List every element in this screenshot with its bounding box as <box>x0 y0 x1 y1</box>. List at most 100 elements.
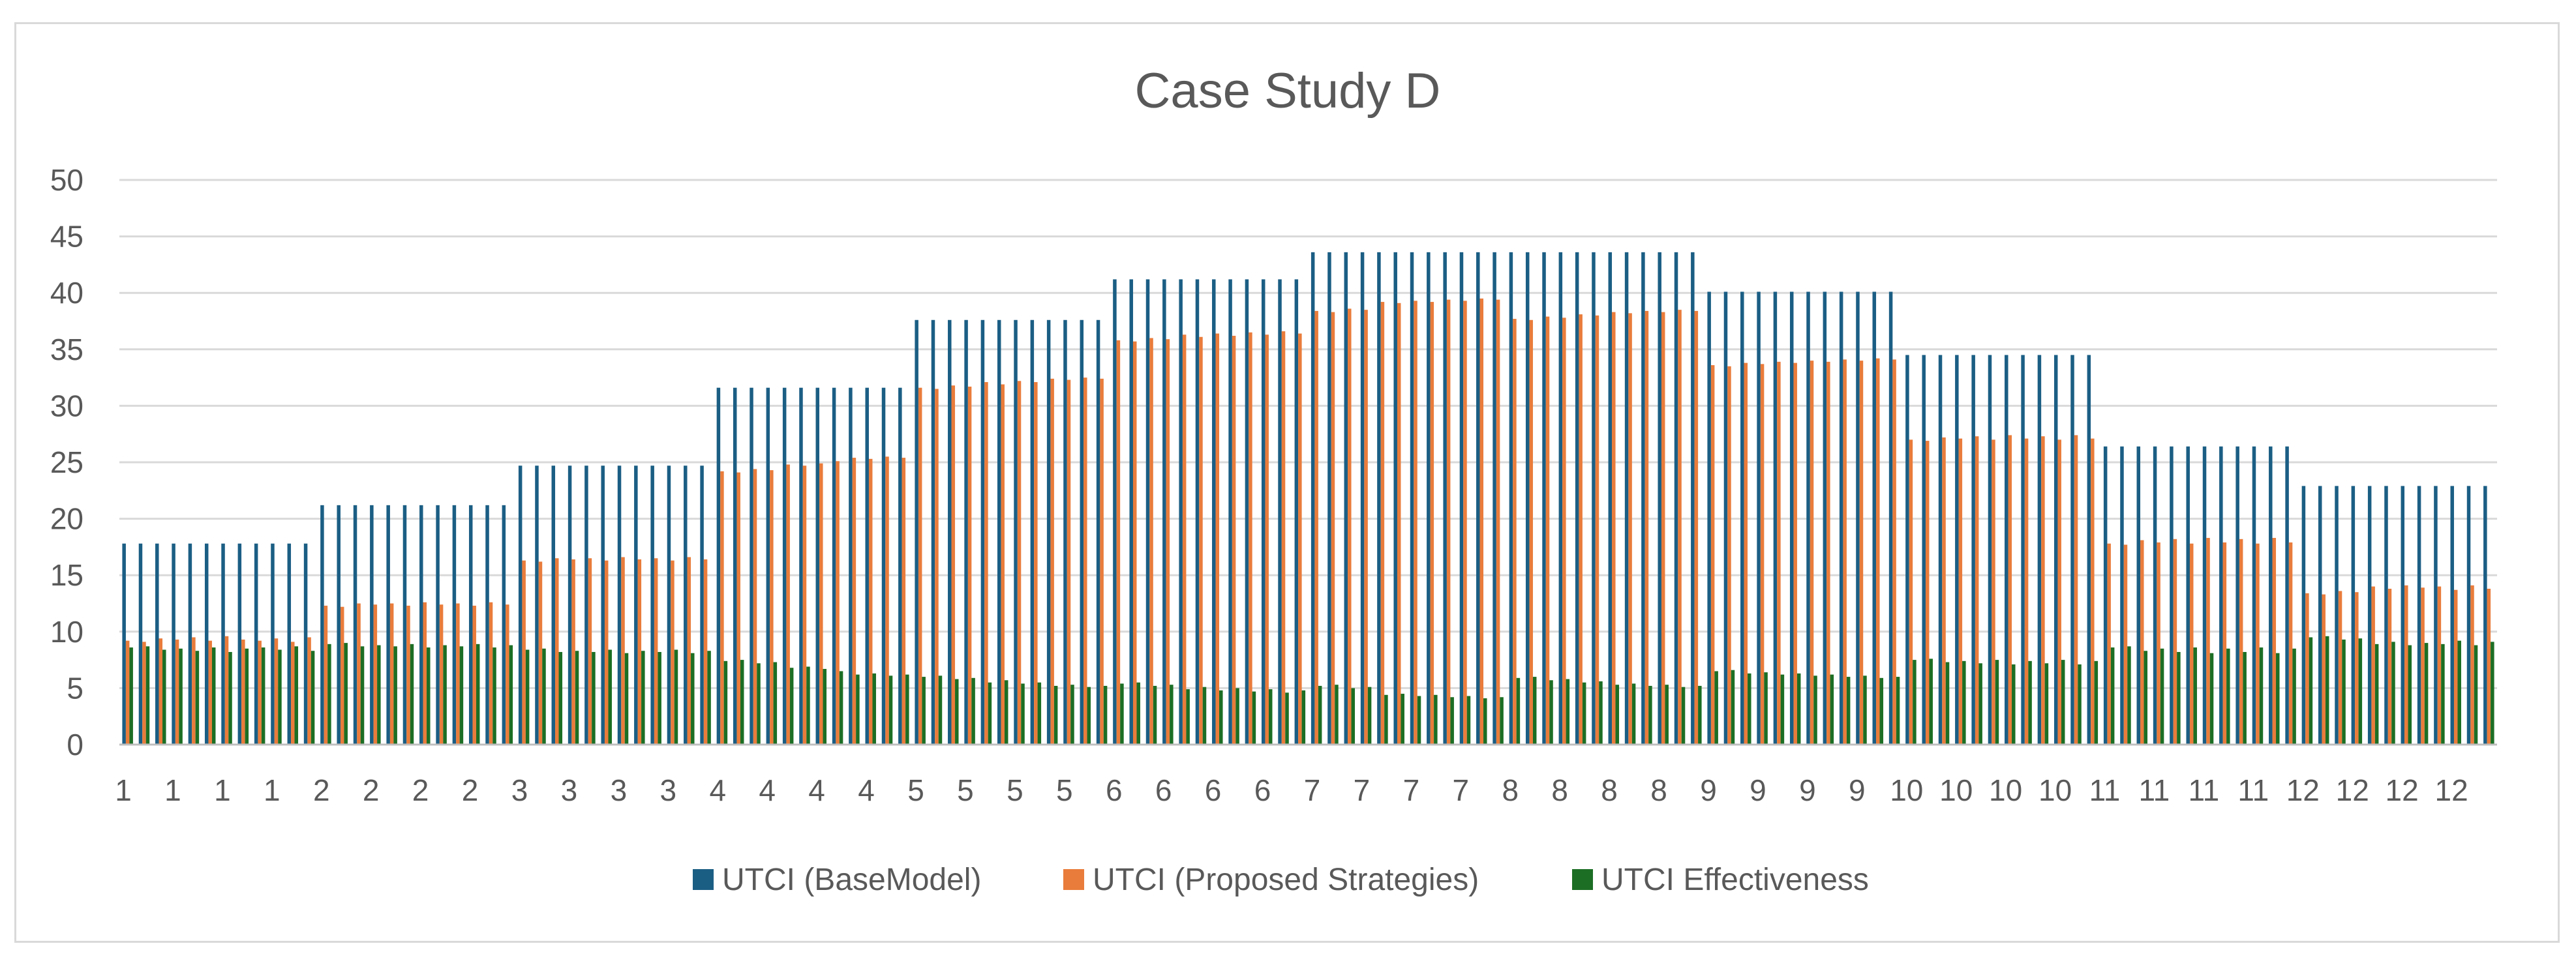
legend-label: UTCI Effectiveness <box>1601 863 1869 897</box>
bar-utci-proposed-strategies <box>159 638 163 745</box>
chart-frame <box>14 22 2560 943</box>
bar-utci-basemodel <box>2367 486 2372 745</box>
bar-utci-proposed-strategies <box>1727 366 1731 745</box>
bar-utci-effectiveness <box>1103 685 1108 745</box>
x-tick-label: 4 <box>759 773 776 807</box>
bar-utci-basemodel <box>1113 279 1117 745</box>
bar-utci-basemodel <box>881 387 886 745</box>
bar-utci-proposed-strategies <box>125 640 130 745</box>
bar-utci-effectiveness <box>2094 660 2099 745</box>
bar-utci-basemodel <box>402 505 407 745</box>
x-tick-label: 12 <box>2435 773 2468 807</box>
bar-utci-proposed-strategies <box>2206 538 2210 745</box>
bar-utci-basemodel <box>535 466 539 745</box>
bar-utci-proposed-strategies <box>1430 302 1434 745</box>
bar-utci-proposed-strategies <box>770 470 774 745</box>
bar-utci-basemodel <box>122 543 126 745</box>
bar-utci-proposed-strategies <box>786 464 790 745</box>
bar-utci-basemodel <box>2005 355 2008 745</box>
y-tick-label: 10 <box>50 615 83 649</box>
bar-utci-basemodel <box>1740 291 1744 745</box>
bar-utci-basemodel <box>2252 446 2256 745</box>
bar-utci-effectiveness <box>1813 675 1817 745</box>
bar-utci-basemodel <box>551 466 556 745</box>
x-tick-label: 9 <box>1799 773 1816 807</box>
bar-utci-effectiveness <box>641 651 645 745</box>
bar-utci-proposed-strategies <box>456 603 460 745</box>
bar-utci-basemodel <box>204 543 209 745</box>
bar-utci-effectiveness <box>1120 683 1124 745</box>
bar-utci-proposed-strategies <box>357 603 361 745</box>
bar-utci-proposed-strategies <box>1595 315 1599 745</box>
legend-swatch <box>693 869 714 890</box>
bar-utci-proposed-strategies <box>489 602 493 745</box>
bar-utci-basemodel <box>1856 291 1860 745</box>
bar-utci-proposed-strategies <box>1513 319 1517 745</box>
bar-utci-proposed-strategies <box>1529 319 1533 745</box>
bar-utci-proposed-strategies <box>2338 591 2342 745</box>
bar-utci-basemodel <box>1922 355 1926 745</box>
bar-utci-basemodel <box>502 505 506 745</box>
bar-utci-effectiveness <box>707 651 711 745</box>
bar-utci-basemodel <box>898 387 902 745</box>
x-tick-label: 10 <box>2038 773 2072 807</box>
bar-utci-proposed-strategies <box>2421 587 2425 745</box>
bar-utci-basemodel <box>2170 446 2174 745</box>
bar-utci-basemodel <box>1707 291 1711 745</box>
bar-utci-basemodel <box>1971 355 1975 745</box>
bar-utci-proposed-strategies <box>753 469 757 745</box>
bar-utci-proposed-strategies <box>1694 310 1699 745</box>
bar-utci-effectiveness <box>1202 687 1207 745</box>
bar-utci-effectiveness <box>1846 677 1851 745</box>
bar-utci-effectiveness <box>1978 663 1982 745</box>
x-tick-label: 12 <box>2386 773 2419 807</box>
bar-utci-proposed-strategies <box>1992 439 1995 745</box>
bar-utci-effectiveness <box>1070 685 1074 745</box>
bar-utci-effectiveness <box>1896 677 1900 745</box>
bar-utci-basemodel <box>1228 279 1232 745</box>
bar-utci-proposed-strategies <box>2008 435 2012 745</box>
bar-utci-effectiveness <box>2078 664 2082 745</box>
bar-utci-effectiveness <box>856 674 860 745</box>
bar-utci-effectiveness <box>410 644 414 745</box>
bar-utci-effectiveness <box>311 651 315 745</box>
bar-utci-effectiveness <box>476 644 480 745</box>
bar-utci-effectiveness <box>360 646 365 745</box>
bar-utci-basemodel <box>799 387 803 745</box>
bar-utci-effectiveness <box>1021 683 1025 745</box>
bar-utci-proposed-strategies <box>2371 586 2375 745</box>
bar-utci-proposed-strategies <box>340 606 344 745</box>
bar-utci-effectiveness <box>443 645 447 745</box>
x-tick-label: 10 <box>1890 773 1923 807</box>
bar-utci-basemodel <box>254 543 258 745</box>
bar-utci-effectiveness <box>179 648 183 745</box>
bar-utci-effectiveness <box>1384 694 1388 745</box>
bar-utci-proposed-strategies <box>538 561 543 745</box>
bar-utci-effectiveness <box>2226 648 2230 745</box>
bar-utci-basemodel <box>1905 355 1909 745</box>
bar-utci-proposed-strategies <box>224 636 229 745</box>
bar-utci-basemodel <box>485 505 489 745</box>
bar-utci-basemodel <box>1608 252 1613 745</box>
bar-utci-effectiveness <box>1170 685 1174 745</box>
bar-utci-proposed-strategies <box>2404 585 2408 745</box>
x-tick-label: 6 <box>1106 773 1123 807</box>
bar-utci-proposed-strategies <box>1612 312 1616 745</box>
bar-utci-proposed-strategies <box>1826 361 1830 745</box>
bar-utci-effectiveness <box>2028 660 2032 745</box>
bar-utci-effectiveness <box>1599 681 1603 745</box>
bar-utci-basemodel <box>1658 252 1661 745</box>
bar-utci-effectiveness <box>393 646 397 745</box>
bar-utci-proposed-strategies <box>1132 341 1137 745</box>
bar-utci-effectiveness <box>922 677 926 745</box>
bar-utci-proposed-strategies <box>621 557 625 745</box>
bar-utci-proposed-strategies <box>2057 439 2061 745</box>
bar-utci-proposed-strategies <box>1414 301 1417 745</box>
bar-utci-basemodel <box>1624 252 1629 745</box>
bar-utci-basemodel <box>1888 291 1893 745</box>
x-tick-label: 11 <box>2089 773 2121 807</box>
legend-label: UTCI (BaseModel) <box>722 863 981 897</box>
bar-utci-basemodel <box>2401 486 2405 745</box>
bar-utci-proposed-strategies <box>1661 312 1665 745</box>
bar-utci-proposed-strategies <box>2091 438 2095 745</box>
